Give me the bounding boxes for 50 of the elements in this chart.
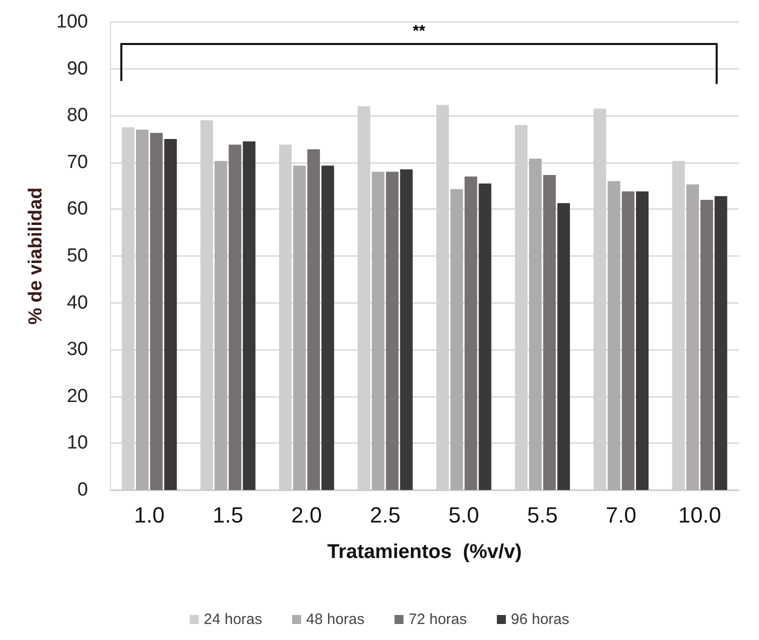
y-tick-label: 50: [66, 246, 88, 266]
bar: [242, 141, 256, 490]
legend-label: 48 horas: [306, 611, 364, 628]
bar: [228, 144, 242, 490]
y-tick-label: 60: [66, 198, 88, 220]
y-tick-label: 10: [66, 432, 88, 454]
bar: [136, 130, 149, 490]
bar: [714, 196, 728, 490]
x-tick-label: 1.5: [212, 502, 244, 528]
bar: [386, 172, 399, 490]
bar: [557, 203, 570, 490]
annotation: **: [412, 23, 426, 40]
bar: [307, 149, 320, 490]
y-axis-title: % de viabilidad: [25, 187, 46, 325]
bar: [700, 200, 714, 490]
bar: [464, 176, 478, 490]
bar: [450, 189, 464, 490]
x-tick-label: 2.0: [291, 502, 322, 528]
y-tick-label: 70: [66, 152, 88, 173]
x-tick-label: 2.5: [370, 502, 400, 528]
bar: [214, 160, 228, 490]
x-tick-label: 7.0: [606, 502, 636, 528]
y-tick-label: 90: [66, 58, 88, 80]
bar: [150, 132, 163, 490]
bar: [636, 191, 649, 490]
y-tick-label: 80: [66, 105, 88, 126]
bar: [686, 184, 699, 490]
y-tick-label: 20: [66, 386, 88, 407]
bar: [529, 158, 542, 490]
x-axis-title: Tratamientos (%v/v): [327, 541, 522, 563]
bar: [478, 183, 492, 490]
bar: [543, 175, 556, 490]
bar: [164, 139, 177, 490]
legend-label: 96 horas: [510, 611, 570, 628]
x-tick-label: 1.0: [134, 502, 165, 528]
y-tick-label: 100: [56, 12, 88, 32]
bar: [622, 191, 634, 490]
legend-label: 24 horas: [204, 611, 262, 628]
bar: [293, 166, 306, 490]
y-tick-label: 30: [66, 339, 88, 360]
x-tick-label: 5.0: [448, 502, 480, 528]
legend-label: 72 horas: [408, 611, 467, 628]
bar: [321, 166, 334, 490]
bar: [400, 169, 413, 490]
x-tick-label: 10.0: [678, 502, 722, 528]
x-tick-label: 5.5: [527, 502, 558, 528]
y-tick-label: 0: [77, 480, 88, 500]
bar: [372, 172, 384, 490]
bar: [608, 181, 620, 490]
y-tick-label: 40: [66, 292, 88, 314]
